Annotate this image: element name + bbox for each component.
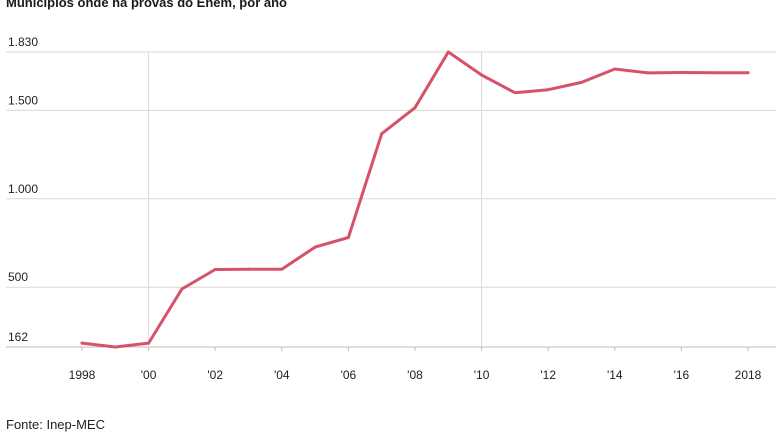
x-tick-label: '12 [540,368,556,382]
data-point [80,341,84,345]
data-point [180,287,184,291]
data-point [380,132,384,136]
data-point [213,268,217,272]
x-tick-label: '14 [607,368,623,382]
data-point [480,73,484,77]
data-point [280,267,284,271]
data-point [313,245,317,249]
x-tick-label: '04 [274,368,290,382]
data-point [346,236,350,240]
data-point [580,80,583,84]
y-tick-label: 162 [8,330,28,344]
data-point [513,91,517,95]
data-point [679,71,683,75]
data-point [147,341,151,345]
data-point [247,267,250,271]
grid-lines [6,51,776,348]
chart-title: Municípios onde há provas do Enem, por a… [6,0,287,10]
y-tick-labels: 1.830 1.500 1.000 500 162 [8,35,38,344]
x-tick-label: '00 [141,368,157,382]
y-tick-label: 1.000 [8,182,38,196]
series-line [80,50,750,349]
y-tick-label: 1.830 [8,35,38,49]
x-tick-label: '08 [407,368,423,382]
x-tick-label: '10 [474,368,490,382]
x-tick-label: '16 [674,368,690,382]
data-point [713,71,717,75]
y-tick-label: 1.500 [8,93,38,107]
x-tick-labels: 1998 '00 '02 '04 '06 '08 '10 '12 '14 '16 2018 [69,368,762,382]
data-point [113,345,117,349]
data-point [446,50,450,54]
x-tick-label: '06 [341,368,357,382]
data-point [613,67,617,71]
data-point [746,71,750,75]
series-layer [80,50,750,349]
x-tick-label: 2018 [735,368,762,382]
x-tick-label: 1998 [69,368,96,382]
source-note: Fonte: Inep-MEC [6,417,105,432]
data-point [413,106,417,110]
data-point [646,71,650,75]
y-tick-label: 500 [8,270,28,284]
data-point [546,88,550,92]
x-tick-label: '02 [207,368,223,382]
x-grid-lines [81,52,749,351]
